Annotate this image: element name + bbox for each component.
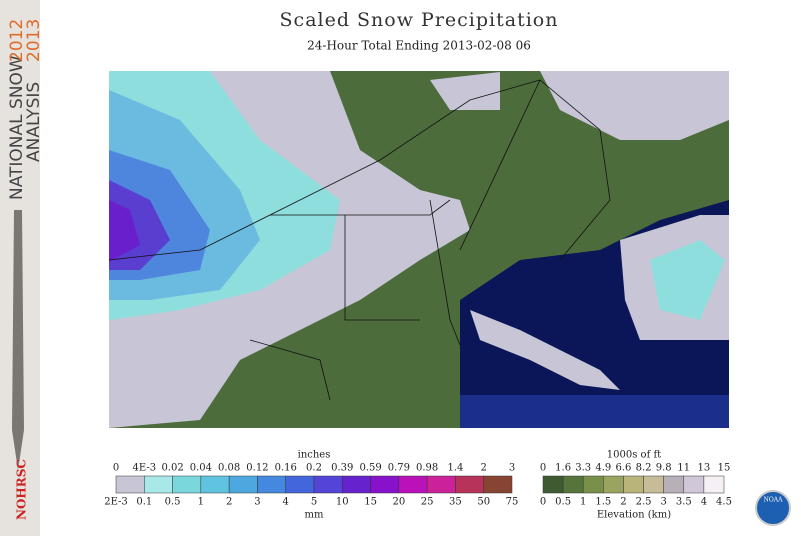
elev-swatch [643,475,664,494]
precip-label-bottom: 3 [254,497,260,508]
banner-badge: NOHRSC [15,459,29,520]
precip-swatch [370,475,400,494]
precip-label-top: 0.12 [246,463,268,474]
banner-year1: 2012 [7,19,27,62]
elev-unit-top: 1000s of ft [607,450,661,461]
precip-swatch [398,475,428,494]
precip-swatch [257,475,286,494]
elev-label-bottom: 0 [540,497,546,508]
elev-label-bottom: 1 [580,497,586,508]
precip-label-top: 0.08 [218,463,240,474]
banner-graphic [12,210,24,470]
precip-label-bottom: 1 [198,497,204,508]
title: Scaled Snow Precipitation [280,9,559,31]
precip-swatch [172,475,202,494]
precip-label-top: 2 [481,463,487,474]
map [108,71,729,428]
elev-label-bottom: 4.5 [716,497,732,508]
elev-label-bottom: 0.5 [555,497,571,508]
banner-line2: ANALYSIS [24,82,44,162]
elev-label-top: 3.3 [575,463,591,474]
precip-swatch [426,475,456,494]
elev-label-bottom: 4 [701,497,707,508]
elev-swatch [562,475,584,494]
precip-label-bottom: 35 [449,497,462,508]
logo-text: NOAA [764,497,784,504]
precip-label-bottom: 25 [421,497,434,508]
precip-label-bottom: 2 [226,497,232,508]
precip-label-top: 0.16 [275,463,297,474]
elev-label-top: 15 [718,463,731,474]
precip-label-top: 0.39 [331,463,353,474]
elev-swatch [703,475,725,494]
precip-label-top: 0.2 [306,463,322,474]
precip-label-top: 0.79 [388,463,410,474]
precip-label-bottom: 4 [283,497,289,508]
precip-unit-bottom: mm [305,510,324,521]
precip-swatch [144,475,173,494]
banner-line1: NATIONAL SNOW [7,55,27,200]
elev-label-bottom: 2 [620,497,626,508]
precip-unit-top: inches [298,450,331,461]
precip-swatch [483,475,513,494]
precip-label-bottom: 0.1 [136,497,152,508]
precip-swatch [313,475,343,494]
elev-unit-bottom: Elevation (km) [597,510,671,521]
elev-swatch [683,475,705,494]
elev-label-bottom: 1.5 [595,497,611,508]
precip-label-top: 0.04 [190,463,212,474]
precip-label-top: 1.4 [447,463,463,474]
precip-label-top: 0 [113,463,119,474]
precip-label-top: 0.98 [416,463,438,474]
elev-label-top: 0 [540,463,546,474]
elev-swatch [582,475,604,494]
banner-year2: 2013 [24,19,44,62]
elev-swatch [603,475,624,494]
precip-swatch [200,475,230,494]
elev-label-top: 13 [698,463,711,474]
precip-swatch [228,475,258,494]
elev-label-bottom: 3.5 [676,497,692,508]
legends: inches mm 1000s of ft Elevation (km) 0 2E… [104,450,732,521]
precip-swatch [115,475,145,494]
precip-swatch [342,475,371,494]
precip-label-bottom: 0.5 [165,497,181,508]
precip-swatch [285,475,315,494]
precip-swatch [455,475,484,494]
precip-label-bottom: 10 [336,497,349,508]
elev-label-top: 1.6 [555,463,571,474]
elev-label-top: 8.2 [636,463,652,474]
precip-label-bottom: 20 [392,497,405,508]
precip-label-top: 3 [509,463,515,474]
elev-label-top: 6.6 [615,463,631,474]
elev-label-bottom: 2.5 [636,497,652,508]
elev-swatch [663,475,685,494]
precip-label-top: 0.02 [161,463,183,474]
precip-label-bottom: 75 [506,497,519,508]
precip-label-bottom: 15 [364,497,377,508]
precip-label-bottom: 50 [477,497,490,508]
logo [755,490,791,526]
precip-label-top: 0.59 [359,463,381,474]
elev-swatch [623,475,644,494]
elev-label-top: 9.8 [656,463,672,474]
elev-swatch [542,475,564,494]
precip-label-top: 4E-3 [132,463,156,474]
subtitle: 24-Hour Total Ending 2013-02-08 06 [307,39,531,53]
elev-label-top: 11 [677,463,690,474]
precip-label-bottom: 2E-3 [104,497,128,508]
elev-label-bottom: 3 [660,497,666,508]
elev-label-top: 4.9 [595,463,611,474]
precip-label-bottom: 5 [311,497,317,508]
